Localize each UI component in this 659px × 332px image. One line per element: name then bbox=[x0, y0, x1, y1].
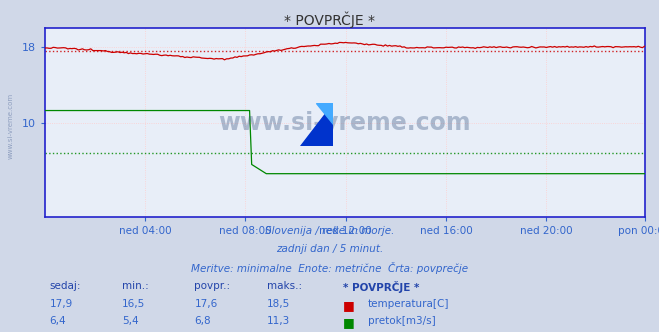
Text: pretok[m3/s]: pretok[m3/s] bbox=[368, 316, 436, 326]
Polygon shape bbox=[300, 103, 333, 146]
Text: sedaj:: sedaj: bbox=[49, 281, 81, 290]
Text: Slovenija / reke in morje.: Slovenija / reke in morje. bbox=[265, 226, 394, 236]
Polygon shape bbox=[316, 103, 333, 124]
Text: www.si-vreme.com: www.si-vreme.com bbox=[8, 93, 14, 159]
Text: min.:: min.: bbox=[122, 281, 149, 290]
Text: * POVPRČJE *: * POVPRČJE * bbox=[343, 281, 419, 292]
Text: www.si-vreme.com: www.si-vreme.com bbox=[218, 111, 471, 135]
Text: 6,8: 6,8 bbox=[194, 316, 211, 326]
Text: Meritve: minimalne  Enote: metrične  Črta: povprečje: Meritve: minimalne Enote: metrične Črta:… bbox=[191, 262, 468, 274]
Text: 6,4: 6,4 bbox=[49, 316, 66, 326]
Text: * POVPRČJE *: * POVPRČJE * bbox=[284, 12, 375, 28]
Text: zadnji dan / 5 minut.: zadnji dan / 5 minut. bbox=[276, 244, 383, 254]
Text: maks.:: maks.: bbox=[267, 281, 302, 290]
Text: povpr.:: povpr.: bbox=[194, 281, 231, 290]
Text: ■: ■ bbox=[343, 316, 355, 329]
Text: 11,3: 11,3 bbox=[267, 316, 290, 326]
Text: 17,6: 17,6 bbox=[194, 299, 217, 309]
Text: 5,4: 5,4 bbox=[122, 316, 138, 326]
Text: 18,5: 18,5 bbox=[267, 299, 290, 309]
Text: 16,5: 16,5 bbox=[122, 299, 145, 309]
Text: 17,9: 17,9 bbox=[49, 299, 72, 309]
Text: temperatura[C]: temperatura[C] bbox=[368, 299, 449, 309]
Text: ■: ■ bbox=[343, 299, 355, 312]
